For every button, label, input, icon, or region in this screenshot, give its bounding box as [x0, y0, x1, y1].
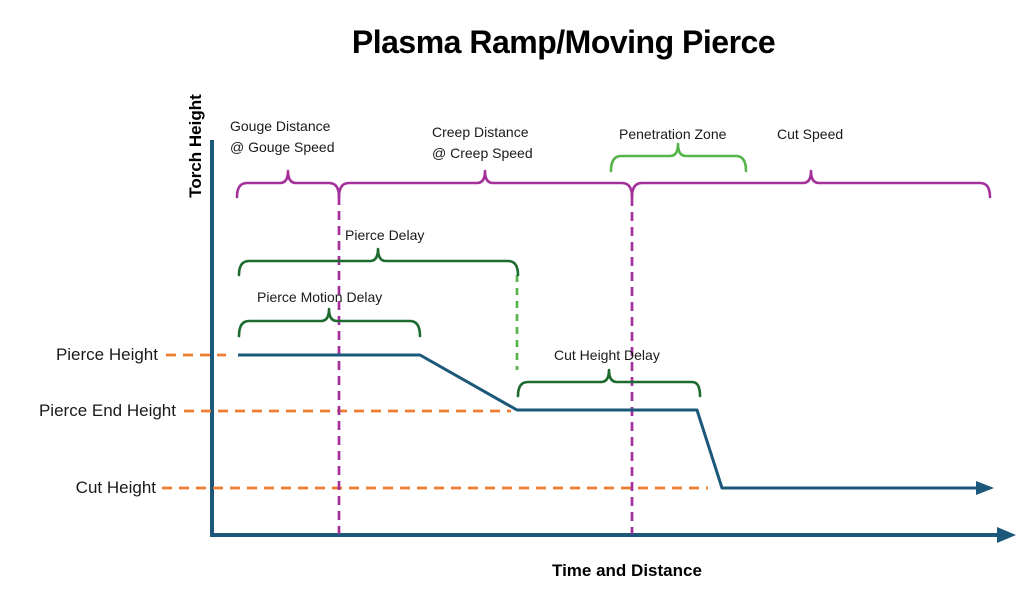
penetration-zone-brace — [609, 142, 748, 173]
pierce-end-height-label: Pierce End Height — [38, 401, 176, 420]
y-axis-label: Torch Height — [186, 94, 205, 198]
cut-speed-label: Cut Speed — [777, 126, 844, 142]
x-axis-label: Time and Distance — [552, 561, 702, 580]
cut-height-delay-brace — [516, 368, 702, 398]
pierce-delay-label: Pierce Delay — [345, 227, 425, 243]
phase-brace-creep — [337, 169, 634, 199]
gouge-distance-label: Gouge Distance @ Gouge Speed — [230, 116, 335, 158]
torch-height-profile-line — [238, 353, 978, 490]
diagram-title: Plasma Ramp/Moving Pierce — [351, 24, 776, 60]
cut-height-delay-label: Cut Height Delay — [554, 347, 660, 363]
creep-distance-label-line2: @ Creep Speed — [432, 145, 533, 161]
pierce-motion-delay-brace — [237, 307, 422, 338]
gouge-distance-label-line2: @ Gouge Speed — [230, 139, 335, 155]
creep-distance-label-line1: Creep Distance — [432, 124, 529, 140]
cut-height-label: Cut Height — [75, 478, 156, 497]
creep-distance-label: Creep Distance @ Creep Speed — [432, 122, 533, 164]
pierce-motion-delay-label: Pierce Motion Delay — [257, 289, 383, 305]
pierce-height-label: Pierce Height — [55, 345, 158, 364]
x-axis-arrowhead-icon — [997, 527, 1016, 543]
profile-arrowhead-icon — [976, 481, 994, 495]
gouge-distance-label-line1: Gouge Distance — [230, 118, 331, 134]
phase-brace-cut-speed — [630, 169, 992, 199]
phase-brace-gouge — [235, 169, 341, 199]
penetration-zone-label: Penetration Zone — [619, 126, 727, 142]
pierce-delay-brace — [237, 247, 520, 277]
